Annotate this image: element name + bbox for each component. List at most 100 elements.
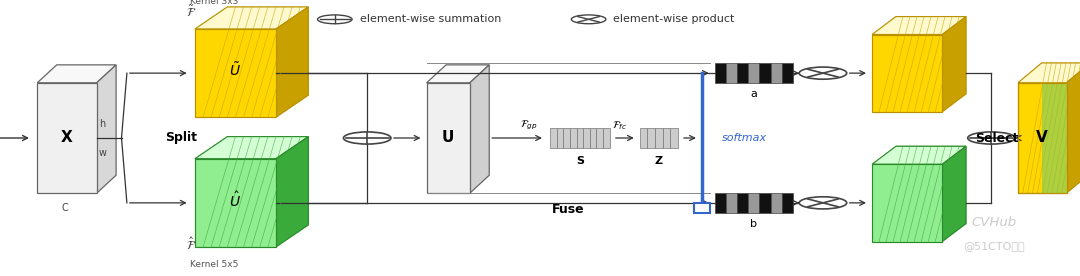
Polygon shape [194,29,276,117]
Bar [748,193,759,213]
Polygon shape [199,156,279,245]
Polygon shape [887,24,957,101]
Bar [671,128,678,148]
Circle shape [571,15,606,24]
Polygon shape [37,83,97,193]
Bar [577,128,583,148]
Bar [570,128,577,148]
Text: Z: Z [654,156,663,166]
Text: @51CTO博客: @51CTO博客 [962,241,1025,251]
Polygon shape [276,137,309,247]
Polygon shape [893,18,963,96]
Bar [770,193,782,213]
Polygon shape [1017,83,1067,193]
Polygon shape [201,25,283,113]
Bar [726,193,738,213]
Polygon shape [1025,77,1074,187]
Bar [557,128,564,148]
Polygon shape [228,7,309,95]
Polygon shape [217,143,298,232]
Bar [715,193,726,213]
Bar [603,128,609,148]
Polygon shape [97,65,117,193]
Text: $\hat{U}$: $\hat{U}$ [229,190,242,210]
Polygon shape [875,33,945,110]
Polygon shape [873,146,966,164]
Polygon shape [1027,75,1076,185]
Text: element-wise summation: element-wise summation [360,14,501,24]
Bar [759,193,770,213]
Bar [648,128,656,148]
Text: X: X [62,131,72,145]
Polygon shape [889,152,959,229]
Polygon shape [470,65,489,193]
Polygon shape [1030,73,1078,183]
Bar [583,128,590,148]
Polygon shape [220,11,302,100]
Polygon shape [215,16,296,104]
Circle shape [318,15,352,24]
Polygon shape [37,65,117,83]
Polygon shape [877,31,947,108]
Text: $\hat{\mathcal{F}}$: $\hat{\mathcal{F}}$ [186,236,197,253]
Text: Split: Split [164,131,197,145]
Text: Select: Select [974,131,1018,145]
Polygon shape [889,22,959,99]
Text: Kernel 3x3: Kernel 3x3 [190,0,238,6]
Polygon shape [873,164,942,242]
Text: V: V [1037,131,1048,145]
Polygon shape [1035,69,1080,179]
Polygon shape [887,153,957,231]
Polygon shape [427,65,489,83]
Polygon shape [201,154,283,243]
Circle shape [968,132,1015,144]
Polygon shape [891,20,961,97]
Polygon shape [207,20,289,108]
Polygon shape [1017,63,1080,83]
Polygon shape [194,7,309,29]
Polygon shape [877,161,947,238]
Polygon shape [225,9,306,97]
Bar [715,63,726,83]
Polygon shape [1039,65,1080,175]
Polygon shape [1042,83,1067,193]
Polygon shape [220,141,302,229]
Bar [564,128,570,148]
Polygon shape [212,148,293,236]
Polygon shape [881,157,951,234]
Text: w: w [99,148,107,158]
Text: softmax: softmax [721,133,767,143]
Polygon shape [942,146,966,242]
Polygon shape [873,17,966,34]
Text: h: h [99,119,105,129]
Polygon shape [881,27,951,105]
Bar [782,193,793,213]
Bar [639,128,648,148]
Polygon shape [891,150,961,227]
Bar [748,63,759,83]
Text: Fuse: Fuse [552,203,584,216]
Text: a: a [751,89,757,99]
Text: $\tilde{\mathcal{F}}$: $\tilde{\mathcal{F}}$ [186,5,197,20]
Text: element-wise product: element-wise product [613,14,734,24]
Bar [738,193,748,213]
Bar [551,128,557,148]
Polygon shape [276,7,309,117]
Bar [656,128,663,148]
Polygon shape [205,152,285,240]
Polygon shape [217,14,298,102]
Bar [590,128,596,148]
Polygon shape [427,83,470,193]
Bar [726,63,738,83]
Polygon shape [879,159,949,236]
Polygon shape [194,137,309,159]
Bar [596,128,603,148]
Polygon shape [873,34,942,112]
Bar [694,203,710,213]
Polygon shape [942,17,966,112]
Circle shape [799,197,847,209]
Bar [782,63,793,83]
Polygon shape [1023,79,1071,189]
Polygon shape [194,159,276,247]
Bar [770,63,782,83]
